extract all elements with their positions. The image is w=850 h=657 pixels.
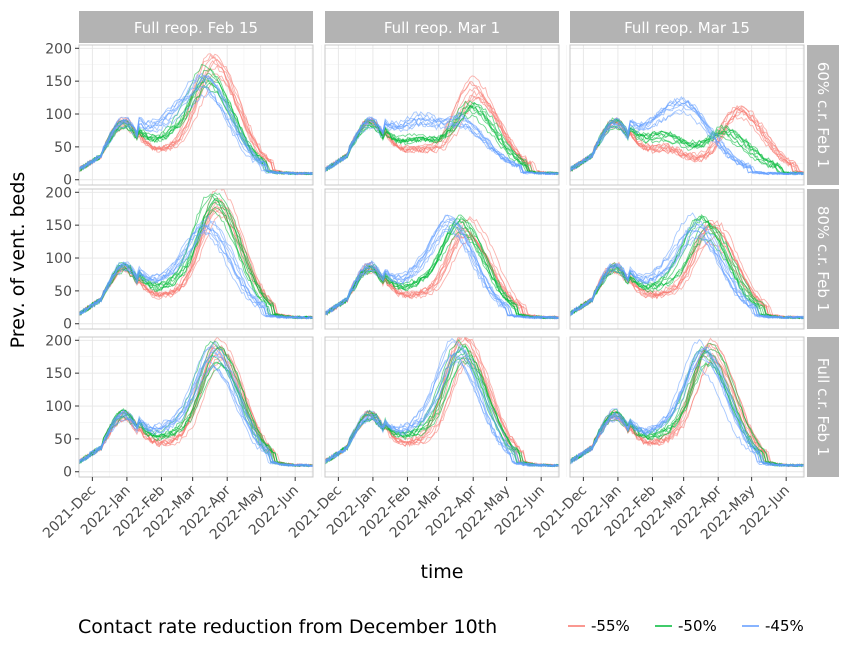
series-lines — [325, 214, 559, 320]
row-strip-label: 60% c.r. Feb 1 — [814, 62, 832, 168]
legend-title: Contact rate reduction from December 10t… — [78, 616, 497, 638]
y-tick-label: 150 — [45, 366, 72, 382]
legend-entry-1: -50% — [655, 617, 717, 635]
y-tick-label: 0 — [63, 173, 72, 189]
series-line-minus50pct — [325, 356, 559, 468]
col-strip-0: Full reop. Feb 15 — [79, 11, 313, 43]
panel-1-0 — [75, 188, 314, 330]
series-lines — [79, 337, 313, 468]
panel-border — [78, 336, 314, 478]
series-line-minus50pct — [79, 192, 313, 319]
col-strip-background — [325, 11, 559, 43]
series-line-minus45pct — [79, 355, 313, 467]
row-strip-background — [807, 45, 839, 185]
legend-label: -45% — [765, 617, 804, 635]
series-line-minus45pct — [79, 231, 313, 320]
panel-border — [569, 44, 805, 186]
col-strip-label: Full reop. Mar 1 — [384, 19, 500, 37]
series-line-minus50pct — [325, 100, 559, 175]
series-line-minus45pct — [570, 338, 804, 468]
row-strip-label: 80% c.r. Feb 1 — [814, 206, 832, 312]
series-line-minus45pct — [325, 220, 559, 320]
y-tick-label: 100 — [45, 107, 72, 123]
panel-border — [569, 336, 805, 478]
series-lines — [79, 53, 313, 176]
series-line-minus45pct — [325, 116, 559, 176]
row-strip-background — [807, 337, 839, 477]
col-strip-background — [79, 11, 313, 43]
y-tick-label: 50 — [54, 284, 72, 300]
series-lines — [570, 212, 804, 320]
y-tick-label: 150 — [45, 218, 72, 234]
panel-2-1 — [321, 336, 560, 478]
row-strip-label: Full c.r. Feb 1 — [814, 358, 832, 457]
row-strip-1: 80% c.r. Feb 1 — [807, 189, 839, 329]
row-strip-0: 60% c.r. Feb 1 — [807, 45, 839, 185]
panel-0-2 — [566, 44, 805, 186]
y-axis-title: Prev. of vent. beds — [7, 172, 29, 349]
col-strip-2: Full reop. Mar 15 — [570, 11, 804, 43]
panel-2-0 — [75, 336, 314, 478]
panel-0-0 — [75, 44, 314, 186]
panel-1-1 — [321, 188, 560, 330]
series-lines — [325, 337, 559, 468]
panel-border — [569, 188, 805, 330]
series-line-minus45pct — [79, 225, 313, 320]
series-line-minus45pct — [570, 95, 804, 176]
series-lines — [79, 189, 313, 320]
col-strip-1: Full reop. Mar 1 — [325, 11, 559, 43]
series-line-minus45pct — [570, 364, 804, 467]
legend-entry-2: -45% — [742, 617, 804, 635]
strips-layer: Full reop. Feb 15 Full reop. Mar 1 Full re… — [79, 11, 839, 477]
series-lines — [325, 75, 559, 176]
y-tick-label: 100 — [45, 251, 72, 267]
col-strip-label: Full reop. Mar 15 — [624, 19, 750, 37]
panel-background — [79, 45, 313, 185]
panel-2-2 — [566, 336, 805, 478]
series-line-minus45pct — [325, 228, 559, 320]
panel-1-2 — [566, 188, 805, 330]
row-strip-background — [807, 189, 839, 329]
legend-label: -55% — [591, 617, 630, 635]
legend: Contact rate reduction from December 10t… — [78, 616, 804, 638]
series-line-minus45pct — [570, 234, 804, 320]
series-line-minus45pct — [325, 356, 559, 467]
y-tick-label: 150 — [45, 74, 72, 90]
panels-layer — [75, 44, 805, 478]
series-lines — [570, 95, 804, 176]
series-line-minus50pct — [570, 219, 804, 320]
series-line-minus45pct — [570, 357, 804, 467]
y-tick-label: 0 — [63, 465, 72, 481]
panel-border — [78, 44, 314, 186]
legend-label: -50% — [678, 617, 717, 635]
y-tick-label: 50 — [54, 432, 72, 448]
y-tick-label: 200 — [45, 41, 72, 57]
series-line-minus45pct — [570, 100, 804, 176]
y-tick-label: 50 — [54, 140, 72, 156]
series-line-minus45pct — [79, 85, 313, 176]
y-tick-label: 0 — [63, 317, 72, 333]
series-line-minus45pct — [325, 361, 559, 468]
col-strip-label: Full reop. Feb 15 — [134, 19, 258, 37]
panel-border — [324, 44, 560, 186]
panel-border — [78, 188, 314, 330]
panel-0-1 — [321, 44, 560, 186]
panel-border — [324, 336, 560, 478]
x-axis-title: time — [421, 561, 464, 583]
legend-entry-0: -55% — [568, 617, 630, 635]
series-lines — [570, 337, 804, 468]
series-line-minus45pct — [570, 229, 804, 319]
panel-border — [324, 188, 560, 330]
y-tick-label: 200 — [45, 333, 72, 349]
series-line-minus55pct — [79, 53, 313, 176]
col-strip-background — [570, 11, 804, 43]
y-tick-label: 100 — [45, 399, 72, 415]
y-tick-label: 200 — [45, 185, 72, 201]
row-strip-2: Full c.r. Feb 1 — [807, 337, 839, 477]
series-line-minus45pct — [325, 114, 559, 176]
